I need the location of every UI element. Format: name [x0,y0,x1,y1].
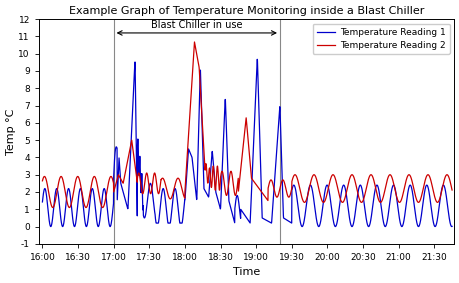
Text: Blast Chiller in use: Blast Chiller in use [151,20,242,30]
Temperature Reading 2 [191,40,197,44]
Y-axis label: Temp °C: Temp °C [6,108,16,155]
Temperature Reading 1 [95,225,101,228]
Temperature Reading 1 [254,58,259,61]
Legend: Temperature Reading 1, Temperature Reading 2: Temperature Reading 1, Temperature Readi… [312,23,449,54]
Temperature Reading 1 [113,145,119,149]
Temperature Reading 2 [113,181,119,184]
Line: Temperature Reading 1: Temperature Reading 1 [42,59,451,227]
Temperature Reading 2 [39,179,45,183]
Temperature Reading 2 [106,177,112,181]
Temperature Reading 2 [296,186,302,190]
Temperature Reading 2 [448,188,454,192]
Temperature Reading 1 [448,225,454,228]
Temperature Reading 1 [106,223,112,227]
Temperature Reading 2 [356,198,362,201]
Temperature Reading 2 [101,204,106,208]
Temperature Reading 1 [101,187,106,191]
Temperature Reading 2 [121,177,127,181]
Temperature Reading 1 [296,216,302,220]
Title: Example Graph of Temperature Monitoring inside a Blast Chiller: Example Graph of Temperature Monitoring … [69,6,423,16]
X-axis label: Time: Time [233,267,260,277]
Temperature Reading 2 [100,206,105,209]
Temperature Reading 1 [356,184,362,188]
Line: Temperature Reading 2: Temperature Reading 2 [42,42,451,207]
Temperature Reading 1 [121,193,127,197]
Temperature Reading 1 [39,200,45,204]
